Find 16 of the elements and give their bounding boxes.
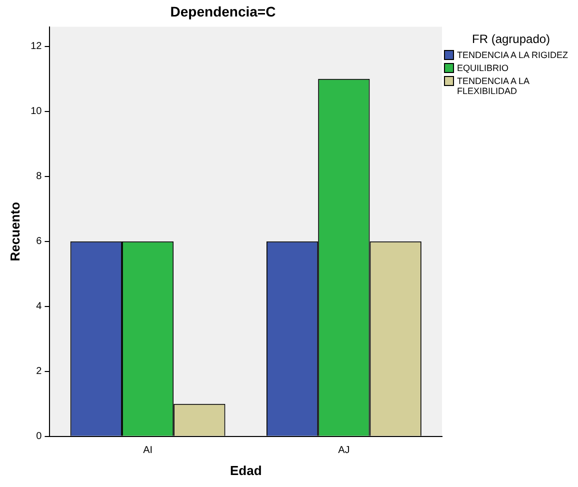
legend-label: EQUILIBRIO — [457, 63, 509, 73]
y-tick-label: 6 — [36, 236, 42, 248]
y-tick-label: 8 — [36, 171, 42, 182]
x-axis-title: Edad — [230, 462, 262, 478]
legend-label: TENDENCIA A LA RIGIDEZ — [457, 50, 568, 60]
y-tick-label: 4 — [36, 301, 42, 312]
y-tick-label: 0 — [36, 431, 42, 442]
y-axis-title: Recuento — [7, 202, 22, 262]
y-tick-label: 2 — [36, 366, 42, 378]
y-tick-label: 12 — [30, 41, 42, 52]
chart-title: Dependencia=C — [170, 3, 276, 20]
x-tick-label: AJ — [338, 445, 350, 456]
x-tick-label: AI — [143, 445, 153, 456]
y-tick-label: 10 — [30, 106, 42, 118]
legend-title: FR (agrupado) — [471, 32, 552, 46]
legend-label: TENDENCIA A LA FLEXIBILIDAD — [457, 76, 530, 96]
